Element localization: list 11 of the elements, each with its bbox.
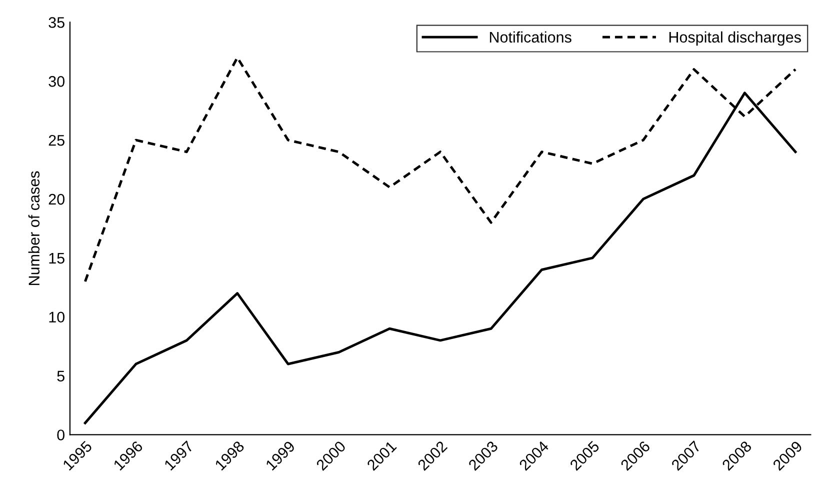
y-tick-label: 15: [49, 252, 64, 264]
y-tick-label: 5: [57, 370, 64, 382]
legend-label: Hospital discharges: [669, 31, 801, 46]
y-tick-label: 30: [48, 76, 64, 87]
y-tick-label: 25: [48, 134, 64, 146]
legend-label: Notifications: [490, 31, 572, 43]
y-tick-label: 10: [49, 312, 64, 323]
y-tick-label: 20: [48, 194, 64, 205]
y-axis-title: Number of cases: [28, 171, 40, 285]
y-tick-label: 35: [48, 17, 64, 28]
y-tick-label: 0: [57, 430, 64, 440]
